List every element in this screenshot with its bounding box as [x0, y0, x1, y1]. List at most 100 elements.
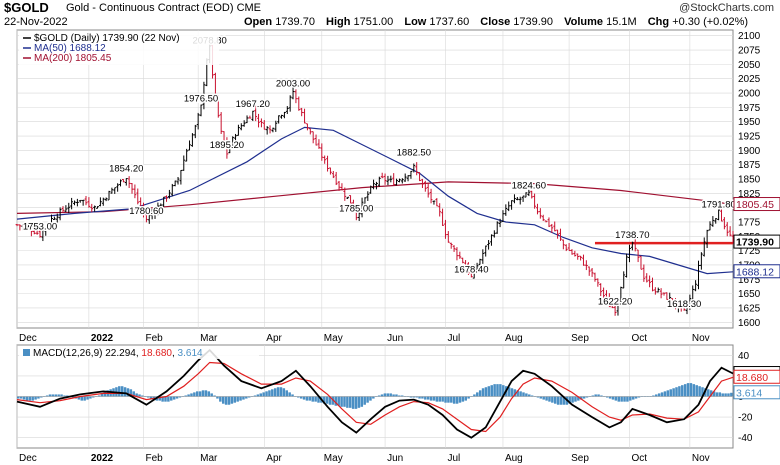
macd-hist-bar [291, 394, 294, 397]
macd-hist-bar [28, 396, 32, 401]
price-annotation: 1824.60 [512, 181, 546, 192]
ma50-tag-box [733, 264, 780, 279]
macd-hist-bar [190, 393, 193, 397]
macd-hist-bar [493, 384, 496, 397]
macd-hist-bar [282, 388, 286, 397]
macd-hist-bar [582, 396, 586, 399]
macd-hist-bar [539, 396, 543, 399]
macd-hist-bar [594, 394, 597, 397]
macd-hist-bar [709, 390, 713, 397]
macd-hist-bar [193, 392, 196, 397]
symbol-title: $GOLD [4, 0, 49, 15]
macd-hist-bar [141, 395, 144, 397]
macd-hist-bar [522, 392, 525, 397]
macd-hist-bar [574, 396, 577, 402]
macd-hist-bar [17, 396, 20, 399]
macd-hist-bar [178, 396, 182, 398]
macd-hist-bar [556, 396, 560, 405]
macd-hist-bar [452, 396, 456, 404]
macd-hist-bar [196, 391, 199, 397]
macd-hist-bar [146, 396, 150, 398]
macd-hist-bar [447, 396, 450, 403]
ma200-line [16, 181, 734, 214]
macd-hist-bar [63, 395, 66, 397]
macd-hist-bar [467, 396, 470, 399]
watermark: @StockCharts.com [679, 2, 774, 14]
macd-hist-bar [386, 393, 390, 397]
macd-hist-bar [600, 395, 603, 397]
macd-hist-bar [77, 396, 81, 400]
macd-hist-bar [554, 396, 557, 404]
macd-hist-bar [631, 396, 635, 400]
macd-hist-bar [634, 396, 638, 399]
macd-hist-bar [666, 390, 670, 397]
macd-y-tick: 40 [738, 351, 750, 362]
macd-hist-bar [721, 393, 724, 397]
macd-hist-bar [672, 388, 675, 397]
macd-hist-bar [481, 388, 485, 397]
price-annotation: 2003.00 [276, 78, 310, 89]
macd-hist-bar [271, 389, 274, 397]
macd-hist-bar [657, 393, 661, 397]
macd-hist-bar [461, 396, 465, 402]
macd-hist-bar [172, 396, 176, 400]
macd-y-tick: -20 [738, 413, 753, 424]
price-annotation: 1622.20 [598, 297, 632, 308]
macd-hist-bar [224, 396, 228, 405]
macd-hist-bar [48, 394, 52, 397]
macd-hist-bar [499, 384, 502, 397]
price-x-tick: Sep [571, 333, 589, 344]
macd-hist-bar [692, 384, 696, 397]
macd-x-tick: Dec [19, 453, 37, 464]
macd-hist-bar [652, 395, 655, 397]
macd-hist-bar [585, 396, 589, 398]
price-annotation: 1882.50 [397, 147, 431, 158]
macd-hist-bar [297, 396, 300, 398]
macd-hist-bar [412, 396, 416, 398]
macd-hist-bar [424, 396, 427, 400]
price-x-tick: Feb [146, 333, 164, 344]
macd-x-tick: Oct [631, 453, 647, 464]
macd-hist-bar [683, 384, 687, 397]
macd-hist-bar [444, 396, 447, 403]
macd-hist-bar [686, 383, 690, 397]
macd-hist-bar [718, 392, 722, 397]
macd-x-tick: Apr [266, 453, 282, 464]
macd-hist-bar [129, 389, 133, 397]
macd-hist-bar [311, 396, 314, 402]
macd-hist-bar [175, 396, 179, 399]
macd-hist-bar [730, 392, 733, 397]
macd-hist-bar [273, 388, 277, 397]
macd-hist-bar [681, 385, 684, 397]
legend-ma200: MA(200) 1805.45 [34, 53, 112, 64]
macd-y-tick: -40 [738, 433, 753, 444]
macd-hist-bar [513, 389, 517, 397]
macd-hist-bar [655, 394, 658, 397]
macd-hist-bar [221, 396, 225, 404]
macd-hist-bar [184, 395, 187, 397]
macd-hist-bar [369, 396, 372, 401]
macd-hist-bar [484, 387, 488, 397]
macd-hist-bar [230, 396, 234, 404]
macd-hist-bar [669, 389, 672, 397]
macd-hist-bar [663, 391, 667, 397]
macd-hist-bar [323, 396, 326, 404]
macd-hist-bar [268, 390, 271, 397]
macd-hist-bar [559, 396, 563, 405]
macd-hist-bar [167, 396, 170, 402]
macd-legend-sep: , [172, 348, 178, 359]
price-annotation: 1785.00 [339, 203, 373, 214]
macd-hist-bar [611, 396, 615, 400]
macd-hist-bar [135, 393, 138, 397]
macd-hist-bar [450, 396, 453, 403]
macd-legend: MACD(12,26,9) 22.294, 18.680, 3.614 [33, 348, 203, 359]
macd-hist-bar [164, 396, 167, 402]
macd-hist-bar [305, 396, 309, 401]
macd-hist-bar [435, 396, 439, 402]
macd-hist-bar [548, 396, 551, 402]
price-y-tick: 2100 [738, 31, 761, 42]
macd-hist-bar [302, 396, 306, 400]
macd-hist-bar [409, 396, 413, 398]
macd-hist-bar [31, 396, 34, 401]
